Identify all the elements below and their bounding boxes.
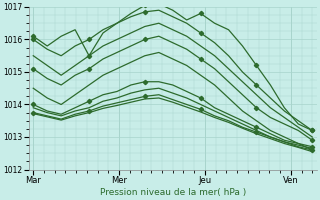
X-axis label: Pression niveau de la mer( hPa ): Pression niveau de la mer( hPa ) [100, 188, 246, 197]
